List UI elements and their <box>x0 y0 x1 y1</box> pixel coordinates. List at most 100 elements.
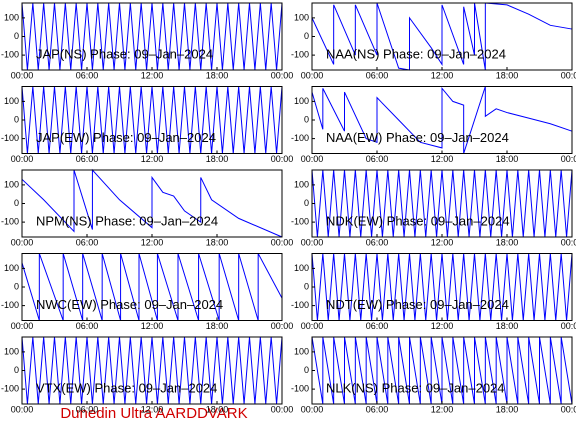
x-tick-label: 12:00 <box>431 404 454 414</box>
x-tick-label: 18:00 <box>496 321 519 331</box>
x-tick-label: 00:00 <box>11 321 34 331</box>
panel-title: NAA(EW) Phase: 09–Jan–2024 <box>326 130 509 145</box>
x-tick-label: 06:00 <box>76 154 99 164</box>
x-tick-label: 00:00 <box>301 404 324 414</box>
x-tick-label: 00:00 <box>271 321 294 331</box>
x-tick-label: 06:00 <box>76 404 99 414</box>
y-tick-label: 100 <box>294 346 309 356</box>
x-tick-label: 06:00 <box>76 237 99 247</box>
y-tick-label: -100 <box>1 300 19 310</box>
phase-line <box>311 2 573 71</box>
x-tick-label: 00:00 <box>301 154 324 164</box>
phase-line <box>21 253 283 321</box>
phase-line <box>311 336 573 405</box>
y-tick-label: -100 <box>1 383 19 393</box>
panel-title: NWC(EW) Phase: 09–Jan–2024 <box>36 297 223 312</box>
x-tick-label: 18:00 <box>496 154 519 164</box>
y-tick-label: -100 <box>291 49 309 59</box>
x-tick-label: 12:00 <box>141 154 164 164</box>
plot-area <box>22 3 282 70</box>
x-tick-label: 12:00 <box>431 237 454 247</box>
y-tick-label: 100 <box>4 96 19 106</box>
y-tick-label: 0 <box>14 198 19 208</box>
phase-line <box>21 168 283 238</box>
y-tick-label: -100 <box>291 300 309 310</box>
footer: Dunedin Ultra AARDDVARK <box>60 405 247 422</box>
x-tick-label: 00:00 <box>301 321 324 331</box>
x-tick-label: 18:00 <box>206 70 229 80</box>
x-tick-label: 06:00 <box>76 321 99 331</box>
y-tick-label: 100 <box>294 96 309 106</box>
x-tick-label: 00:00 <box>561 404 576 414</box>
x-tick-label: 18:00 <box>206 404 229 414</box>
x-tick-label: 12:00 <box>431 154 454 164</box>
x-tick-label: 18:00 <box>206 237 229 247</box>
y-tick-label: 100 <box>4 179 19 189</box>
y-tick-label: 0 <box>14 31 19 41</box>
x-tick-label: 00:00 <box>301 237 324 247</box>
x-tick-label: 06:00 <box>366 154 389 164</box>
x-tick-label: 18:00 <box>206 321 229 331</box>
x-tick-label: 18:00 <box>206 154 229 164</box>
x-tick-label: 12:00 <box>141 404 164 414</box>
plot-area <box>312 170 572 237</box>
y-tick-label: -100 <box>291 133 309 143</box>
y-tick-label: 0 <box>304 365 309 375</box>
x-tick-label: 06:00 <box>76 70 99 80</box>
x-tick-label: 00:00 <box>271 70 294 80</box>
x-tick-label: 06:00 <box>366 70 389 80</box>
plot-area <box>312 253 572 321</box>
x-tick-label: 12:00 <box>141 237 164 247</box>
panel-title: JAP(NS) Phase: 09–Jan–2024 <box>36 46 213 61</box>
x-tick-label: 18:00 <box>496 70 519 80</box>
x-tick-label: 00:00 <box>11 237 34 247</box>
panel-title: NLK(NS) Phase: 09–Jan–2024 <box>326 380 505 395</box>
plot-area <box>22 337 282 404</box>
x-tick-label: 00:00 <box>271 154 294 164</box>
y-tick-label: 0 <box>14 365 19 375</box>
y-tick-label: -100 <box>1 49 19 59</box>
x-tick-label: 00:00 <box>11 70 34 80</box>
panel-title: VTX(EW) Phase: 09–Jan–2024 <box>36 380 217 395</box>
y-tick-label: 100 <box>294 12 309 22</box>
y-tick-label: 0 <box>304 281 309 291</box>
x-tick-label: 00:00 <box>561 70 576 80</box>
x-tick-label: 12:00 <box>141 321 164 331</box>
plot-area <box>22 86 282 154</box>
panel-title: NAA(NS) Phase: 09–Jan–2024 <box>326 46 506 61</box>
y-tick-label: 0 <box>304 114 309 124</box>
x-tick-label: 00:00 <box>561 154 576 164</box>
phase-line <box>311 86 573 154</box>
panel-title: JAP(EW) Phase: 09–Jan–2024 <box>36 130 216 145</box>
y-tick-label: 0 <box>304 31 309 41</box>
y-tick-label: 100 <box>4 263 19 273</box>
y-tick-label: 100 <box>294 179 309 189</box>
y-tick-label: 0 <box>304 198 309 208</box>
y-tick-label: 100 <box>4 12 19 22</box>
x-tick-label: 18:00 <box>496 237 519 247</box>
x-tick-label: 12:00 <box>431 70 454 80</box>
panel-title: NDT(EW) Phase: 09–Jan–2024 <box>326 297 509 312</box>
x-tick-label: 00:00 <box>271 404 294 414</box>
y-tick-label: -100 <box>1 133 19 143</box>
y-tick-label: 0 <box>14 114 19 124</box>
y-tick-label: -100 <box>291 216 309 226</box>
x-tick-label: 06:00 <box>366 237 389 247</box>
x-tick-label: 06:00 <box>366 321 389 331</box>
y-tick-label: 0 <box>14 281 19 291</box>
panel-title: NDK(EW) Phase: 09–Jan–2024 <box>326 213 510 228</box>
x-tick-label: 00:00 <box>561 321 576 331</box>
x-tick-label: 06:00 <box>366 404 389 414</box>
x-tick-label: 00:00 <box>11 154 34 164</box>
x-tick-label: 00:00 <box>561 237 576 247</box>
x-tick-label: 00:00 <box>11 404 34 414</box>
y-tick-label: -100 <box>291 383 309 393</box>
x-tick-label: 12:00 <box>141 70 164 80</box>
y-tick-label: 100 <box>294 263 309 273</box>
x-tick-label: 18:00 <box>496 404 519 414</box>
panel-title: NPM(NS) Phase: 09–Jan–2024 <box>36 213 218 228</box>
y-tick-label: -100 <box>1 216 19 226</box>
y-tick-label: 100 <box>4 346 19 356</box>
